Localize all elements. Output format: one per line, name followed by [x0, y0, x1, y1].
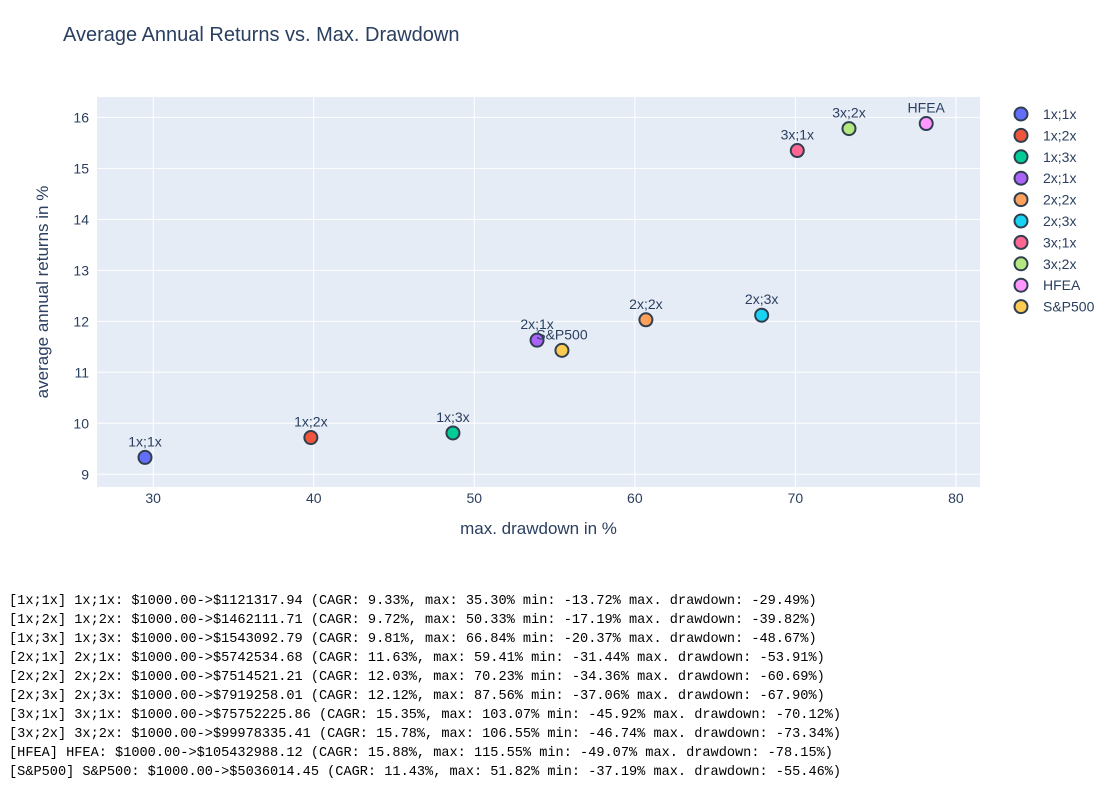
data-point	[137, 449, 153, 465]
legend-marker	[1013, 127, 1029, 143]
data-point	[918, 116, 934, 132]
point-label: 1x;2x	[294, 414, 327, 430]
data-point	[638, 312, 654, 328]
x-tick-label: 80	[948, 490, 964, 506]
legend-marker	[1013, 277, 1029, 293]
y-tick-label: 12	[73, 313, 89, 329]
log-line: [S&P500] S&P500: $1000.00->$5036014.45 (…	[9, 765, 842, 780]
legend-marker	[1013, 149, 1029, 165]
y-tick-label: 9	[81, 466, 89, 482]
point-label: 3x;2x	[832, 105, 865, 121]
y-tick-label: 14	[73, 211, 89, 227]
data-point	[789, 143, 805, 159]
x-tick-label: 50	[466, 490, 482, 506]
data-point	[841, 121, 857, 137]
point-label: HFEA	[908, 100, 946, 116]
grid	[97, 97, 980, 487]
legend-marker	[1013, 106, 1029, 122]
log-line: [1x;1x] 1x;1x: $1000.00->$1121317.94 (CA…	[9, 594, 817, 609]
legend-item: 2x;3x	[1043, 213, 1076, 229]
output-log: [1x;1x] 1x;1x: $1000.00->$1121317.94 (CA…	[9, 592, 841, 782]
data-point	[445, 425, 461, 441]
point-label: 2x;1x	[520, 316, 553, 332]
log-line: [1x;3x] 1x;3x: $1000.00->$1543092.79 (CA…	[9, 632, 817, 647]
scatter-chart: Average Annual Returns vs. Max. Drawdown…	[33, 24, 1095, 538]
x-tick-label: 60	[627, 490, 643, 506]
log-line: [3x;2x] 3x;2x: $1000.00->$99978335.41 (C…	[9, 727, 842, 742]
y-tick-label: 15	[73, 160, 89, 176]
point-label: 2x;3x	[745, 291, 778, 307]
x-tick-label: 30	[145, 490, 161, 506]
log-line: [2x;2x] 2x;2x: $1000.00->$7514521.21 (CA…	[9, 670, 825, 685]
y-tick-label: 11	[74, 364, 89, 380]
y-tick-label: 16	[73, 109, 89, 125]
data-point	[303, 430, 319, 446]
y-axis-ticks: 9 10 11 12 13 14 15 16	[73, 109, 89, 482]
data-points	[137, 116, 934, 465]
legend-item: HFEA	[1043, 277, 1081, 293]
point-label: 3x;1x	[781, 127, 814, 143]
x-tick-label: 70	[788, 490, 804, 506]
legend-item: S&P500	[1043, 299, 1095, 315]
log-line: [3x;1x] 3x;1x: $1000.00->$75752225.86 (C…	[9, 708, 842, 723]
point-labels: 1x;1x 1x;2x 1x;3x 2x;1x 2x;2x 2x;3x 3x;1x 3x;2x…	[128, 100, 945, 450]
legend-item: 2x;2x	[1043, 192, 1076, 208]
point-label: 1x;3x	[436, 409, 469, 425]
x-axis-ticks: 30 40 50 60 70 80	[145, 490, 964, 506]
chart-title: Average Annual Returns vs. Max. Drawdown	[63, 24, 460, 46]
y-tick-label: 10	[73, 415, 89, 431]
log-line: [2x;3x] 2x;3x: $1000.00->$7919258.01 (CA…	[9, 689, 825, 704]
data-point	[754, 307, 770, 323]
legend-item: 3x;1x	[1043, 234, 1076, 250]
log-line: [HFEA] HFEA: $1000.00->$105432988.12 (CA…	[9, 746, 833, 761]
legend-marker	[1013, 170, 1029, 186]
point-label: 1x;1x	[128, 433, 161, 449]
point-label: 2x;2x	[629, 296, 662, 312]
legend-marker	[1013, 299, 1029, 315]
y-tick-label: 13	[73, 262, 89, 278]
legend-item: 1x;3x	[1043, 149, 1076, 165]
log-line: [2x;1x] 2x;1x: $1000.00->$5742534.68 (CA…	[9, 651, 825, 666]
legend-item: 3x;2x	[1043, 256, 1076, 272]
point-label: S&P500	[536, 326, 588, 342]
data-point	[554, 342, 570, 358]
legend-marker	[1013, 192, 1029, 208]
x-tick-label: 40	[306, 490, 322, 506]
legend-item: 1x;1x	[1043, 106, 1076, 122]
legend-marker	[1013, 213, 1029, 229]
log-line: [1x;2x] 1x;2x: $1000.00->$1462111.71 (CA…	[9, 613, 817, 628]
legend-item: 1x;2x	[1043, 127, 1076, 143]
data-point	[529, 332, 545, 348]
x-axis-title: max. drawdown in %	[460, 519, 617, 538]
y-axis-title: average annual returns in %	[33, 186, 52, 399]
legend-marker	[1013, 256, 1029, 272]
plot-area	[97, 97, 980, 487]
legend-item: 2x;1x	[1043, 170, 1076, 186]
legend-marker	[1013, 234, 1029, 250]
legend: 1x;1x 1x;2x 1x;3x 2x;1x 2x;2x 2x;3x 3x;1x 3x;2x…	[1013, 106, 1095, 315]
